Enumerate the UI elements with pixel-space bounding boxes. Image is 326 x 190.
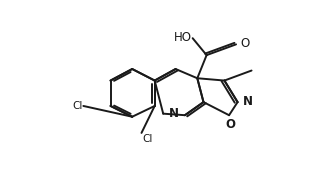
Text: N: N [169, 107, 179, 120]
Text: HO: HO [174, 31, 192, 44]
Text: O: O [225, 118, 235, 131]
Text: N: N [243, 95, 253, 108]
Text: Cl: Cl [72, 101, 82, 111]
Text: O: O [241, 37, 250, 50]
Text: Cl: Cl [142, 134, 153, 144]
